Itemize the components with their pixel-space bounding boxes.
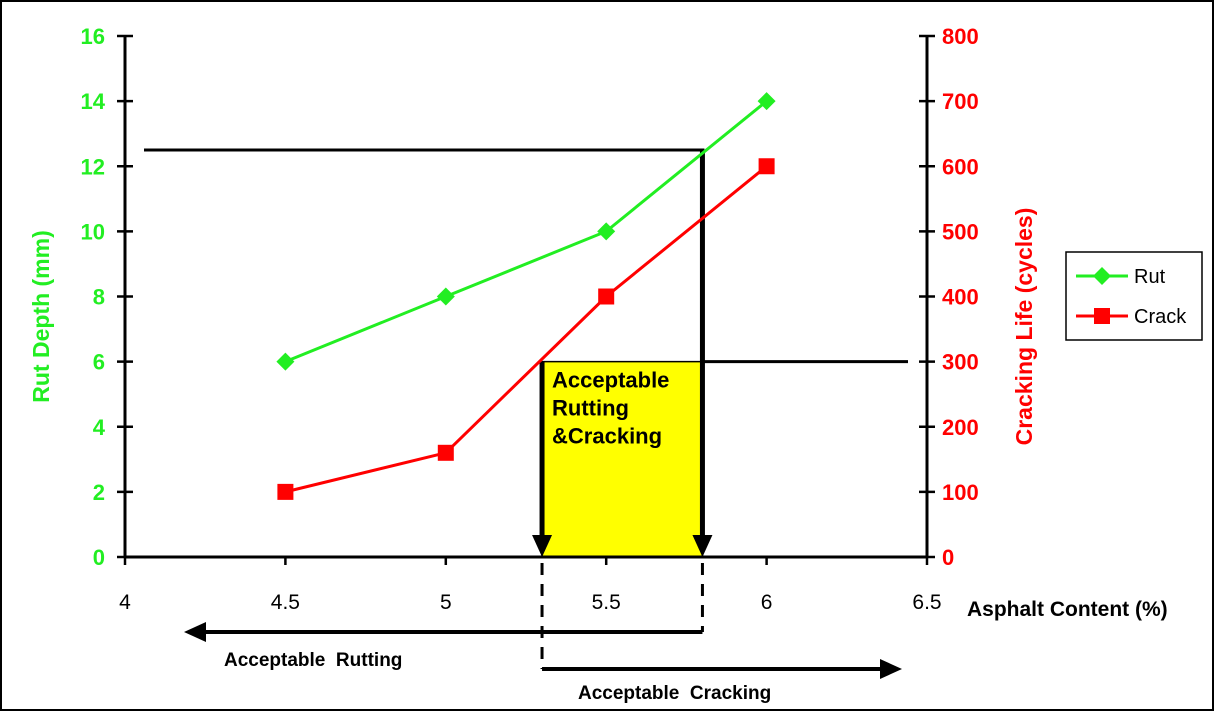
legend-label-crack: Crack — [1134, 306, 1187, 328]
legend-label-rut: Rut — [1134, 266, 1166, 288]
left-y-tick-label: 8 — [93, 285, 105, 310]
x-tick-label: 6 — [761, 591, 773, 614]
right-y-tick-label: 600 — [942, 154, 979, 179]
arrowhead-down-right — [692, 535, 713, 557]
left-y-tick-label: 10 — [81, 219, 105, 244]
left-y-tick-label: 14 — [81, 89, 106, 114]
rut-point — [276, 352, 295, 371]
acceptable-cracking-arrowhead — [880, 659, 902, 679]
x-tick-label: 4.5 — [271, 591, 300, 614]
legend-marker-rut — [1093, 267, 1111, 285]
legend-marker-crack — [1094, 308, 1110, 324]
right-y-tick-label: 300 — [942, 350, 979, 375]
right-y-tick-label: 100 — [942, 480, 979, 505]
series-line-rut — [284, 99, 768, 364]
right-y-tick-label: 200 — [942, 415, 979, 440]
rut-point — [757, 92, 776, 111]
left-y-tick-label: 16 — [81, 24, 105, 49]
acceptable-rutting-label: Acceptable Rutting — [224, 650, 402, 671]
crack-point — [277, 483, 294, 500]
crack-point — [598, 288, 615, 305]
x-tick-label: 5.5 — [592, 591, 621, 614]
right-y-tick-label: 700 — [942, 89, 979, 114]
crack-point — [437, 444, 454, 461]
acceptable-cracking-label: Acceptable Cracking — [578, 683, 771, 704]
right-y-tick-label: 800 — [942, 24, 979, 49]
rut-point — [436, 287, 455, 306]
right-y-tick-label: 500 — [942, 219, 979, 244]
arrowhead-down-left — [532, 535, 553, 557]
x-tick-label: 6.5 — [912, 591, 941, 614]
right-y-tick-label: 400 — [942, 285, 979, 310]
left-y-tick-label: 12 — [81, 154, 105, 179]
legend: Rut Crack — [1065, 251, 1203, 341]
series-line-crack — [285, 165, 768, 494]
right-y-axis-title: Cracking Life (cycles) — [1011, 208, 1037, 446]
left-y-tick-label: 0 — [93, 545, 105, 570]
acceptable-rutting-arrowhead — [184, 622, 206, 642]
legend-box — [1065, 251, 1203, 341]
rut-point — [597, 222, 616, 241]
left-y-tick-label: 6 — [93, 350, 105, 375]
acceptable-region-box — [541, 360, 704, 558]
box-label-line-2: Rutting — [552, 396, 629, 421]
right-y-tick-label: 0 — [942, 545, 954, 570]
left-y-axis-title: Rut Depth (mm) — [28, 230, 54, 402]
x-axis-title: Asphalt Content (%) — [967, 598, 1168, 621]
box-label-line-3: &Cracking — [552, 424, 662, 449]
left-y-tick-label: 2 — [93, 480, 105, 505]
x-tick-label: 5 — [440, 591, 452, 614]
crack-point — [758, 158, 775, 175]
x-tick-label: 4 — [119, 591, 131, 614]
box-label-line-1: Acceptable — [552, 368, 669, 393]
left-y-tick-label: 4 — [93, 415, 106, 440]
